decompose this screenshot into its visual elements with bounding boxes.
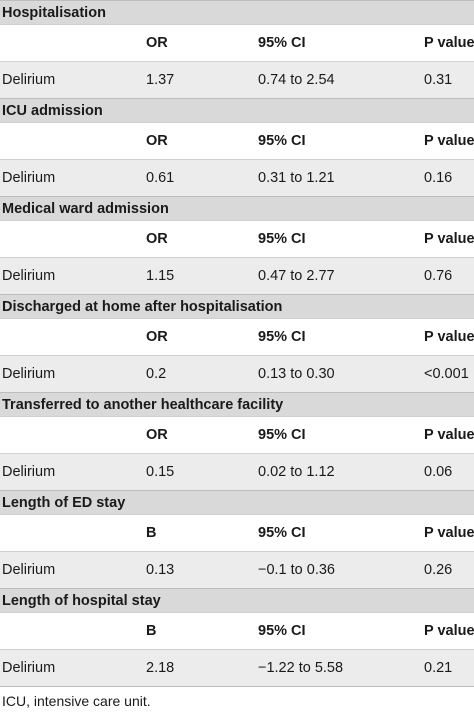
table-cell: 1.37 — [146, 72, 175, 88]
column-header: P value — [424, 231, 474, 247]
table-cell: <0.001 — [424, 366, 469, 382]
table-cell: 0.2 — [146, 366, 167, 382]
table-cell: 0.31 — [424, 72, 453, 88]
table-cell: Delirium — [2, 268, 56, 284]
column-header: 95% CI — [258, 623, 306, 639]
section-title: Length of hospital stay — [0, 588, 474, 612]
column-header: 95% CI — [258, 525, 306, 541]
column-header: OR — [146, 133, 168, 149]
section-title: Transferred to another healthcare facili… — [0, 392, 474, 416]
table-row: Delirium 0.2 0.13 to 0.30 <0.001 — [0, 355, 474, 392]
column-header: 95% CI — [258, 133, 306, 149]
table-cell: 0.06 — [424, 464, 453, 480]
column-header: B — [146, 525, 157, 541]
table-footnote: ICU, intensive care unit. — [0, 686, 474, 714]
table-cell: 0.15 — [146, 464, 175, 480]
column-header-row: OR 95% CI P value — [0, 318, 474, 355]
column-header: P value — [424, 623, 474, 639]
column-header: 95% CI — [258, 329, 306, 345]
column-header-row: OR 95% CI P value — [0, 220, 474, 257]
column-header: P value — [424, 133, 474, 149]
table-cell: 0.74 to 2.54 — [258, 72, 335, 88]
table-cell: 0.47 to 2.77 — [258, 268, 335, 284]
column-header-row: B 95% CI P value — [0, 514, 474, 551]
table-cell: Delirium — [2, 464, 56, 480]
table-cell: −1.22 to 5.58 — [258, 660, 344, 676]
column-header: P value — [424, 35, 474, 51]
column-header: 95% CI — [258, 35, 306, 51]
column-header-row: OR 95% CI P value — [0, 416, 474, 453]
column-header: OR — [146, 35, 168, 51]
section-title: Medical ward admission — [0, 196, 474, 220]
table-cell: Delirium — [2, 366, 56, 382]
table-cell: Delirium — [2, 170, 56, 186]
column-header: OR — [146, 231, 168, 247]
table-cell: 0.21 — [424, 660, 453, 676]
table-cell: −0.1 to 0.36 — [258, 562, 335, 578]
section-title: Length of ED stay — [0, 490, 474, 514]
section-title: Hospitalisation — [0, 0, 474, 24]
table-cell: 0.13 — [146, 562, 175, 578]
table-row: Delirium 0.13 −0.1 to 0.36 0.26 — [0, 551, 474, 588]
table-cell: Delirium — [2, 562, 56, 578]
column-header: B — [146, 623, 157, 639]
column-header-row: OR 95% CI P value — [0, 24, 474, 61]
table-cell: 0.61 — [146, 170, 175, 186]
column-header-row: OR 95% CI P value — [0, 122, 474, 159]
column-header: OR — [146, 329, 168, 345]
section-title: ICU admission — [0, 98, 474, 122]
column-header-row: B 95% CI P value — [0, 612, 474, 649]
table-row: Delirium 0.15 0.02 to 1.12 0.06 — [0, 453, 474, 490]
column-header: OR — [146, 427, 168, 443]
table-cell: Delirium — [2, 660, 56, 676]
table-cell: Delirium — [2, 72, 56, 88]
column-header: 95% CI — [258, 427, 306, 443]
table-cell: 0.76 — [424, 268, 453, 284]
table-cell: 2.18 — [146, 660, 175, 676]
column-header: P value — [424, 329, 474, 345]
table-row: Delirium 1.37 0.74 to 2.54 0.31 — [0, 61, 474, 98]
section-title: Discharged at home after hospitalisation — [0, 294, 474, 318]
table-cell: 0.16 — [424, 170, 453, 186]
column-header: 95% CI — [258, 231, 306, 247]
table-cell: 0.13 to 0.30 — [258, 366, 335, 382]
table-cell: 1.15 — [146, 268, 175, 284]
table-cell: 0.26 — [424, 562, 453, 578]
table-cell: 0.02 to 1.12 — [258, 464, 335, 480]
column-header: P value — [424, 525, 474, 541]
table-row: Delirium 0.61 0.31 to 1.21 0.16 — [0, 159, 474, 196]
table-cell: 0.31 to 1.21 — [258, 170, 335, 186]
column-header: P value — [424, 427, 474, 443]
table-row: Delirium 2.18 −1.22 to 5.58 0.21 — [0, 649, 474, 686]
table-row: Delirium 1.15 0.47 to 2.77 0.76 — [0, 257, 474, 294]
